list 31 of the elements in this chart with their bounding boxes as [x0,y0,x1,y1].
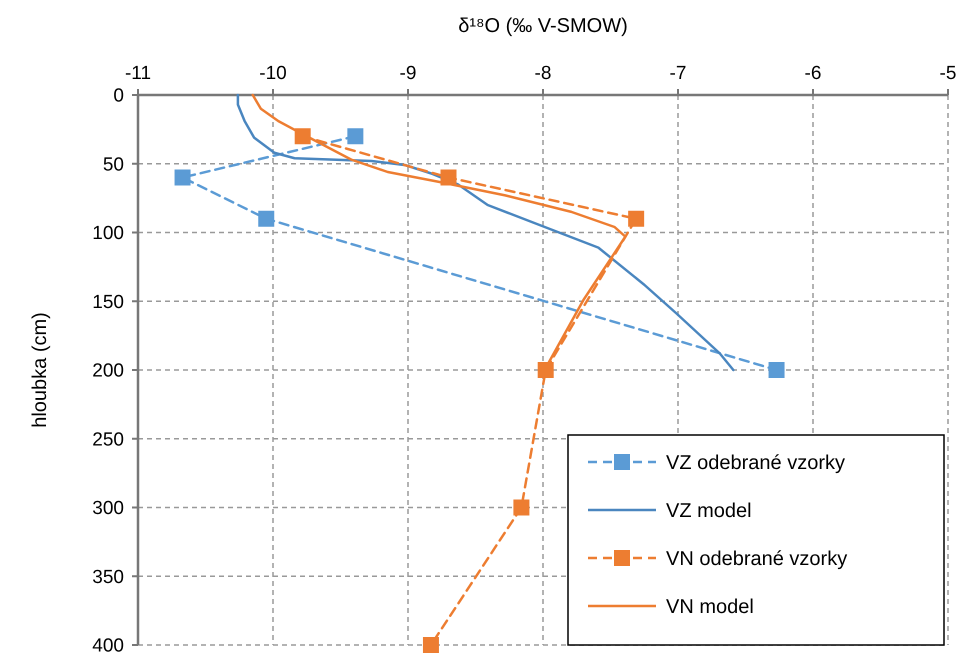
x-tick-label: -6 [804,63,822,84]
y-axis-title: hloubka (cm) [29,312,51,428]
legend-label: VZ model [666,500,752,522]
y-tick-label: 200 [92,360,124,382]
legend-label: VN model [666,596,754,618]
point [768,362,785,378]
x-tick-label: -5 [940,63,956,84]
y-tick-label: 50 [102,154,124,176]
x-tick-label: -8 [534,63,552,84]
legend-label: VN odebrané vzorky [666,548,848,570]
point [628,210,644,227]
point [347,128,364,144]
point [174,170,191,186]
y-tick-label: 350 [92,566,124,588]
y-tick-label: 300 [92,498,124,520]
point [422,637,439,653]
x-tick-label: -10 [259,63,287,84]
point [258,210,274,227]
y-tick-label: 150 [92,292,124,313]
y-tick-label: 100 [92,223,124,244]
y-tick-label: 400 [92,636,124,655]
y-tick-label: 250 [92,429,124,450]
point [513,500,530,516]
x-tick-label: -9 [400,63,416,84]
x-tick-label: -7 [670,63,686,84]
x-tick-label: -11 [124,63,152,84]
y-tick-label: 0 [113,86,124,107]
x-axis-title: δ¹⁸O (‰ V-SMOW) [458,15,628,37]
line-series [236,94,735,372]
point [538,362,554,378]
legend-label: VZ odebrané vzorky [666,452,845,474]
